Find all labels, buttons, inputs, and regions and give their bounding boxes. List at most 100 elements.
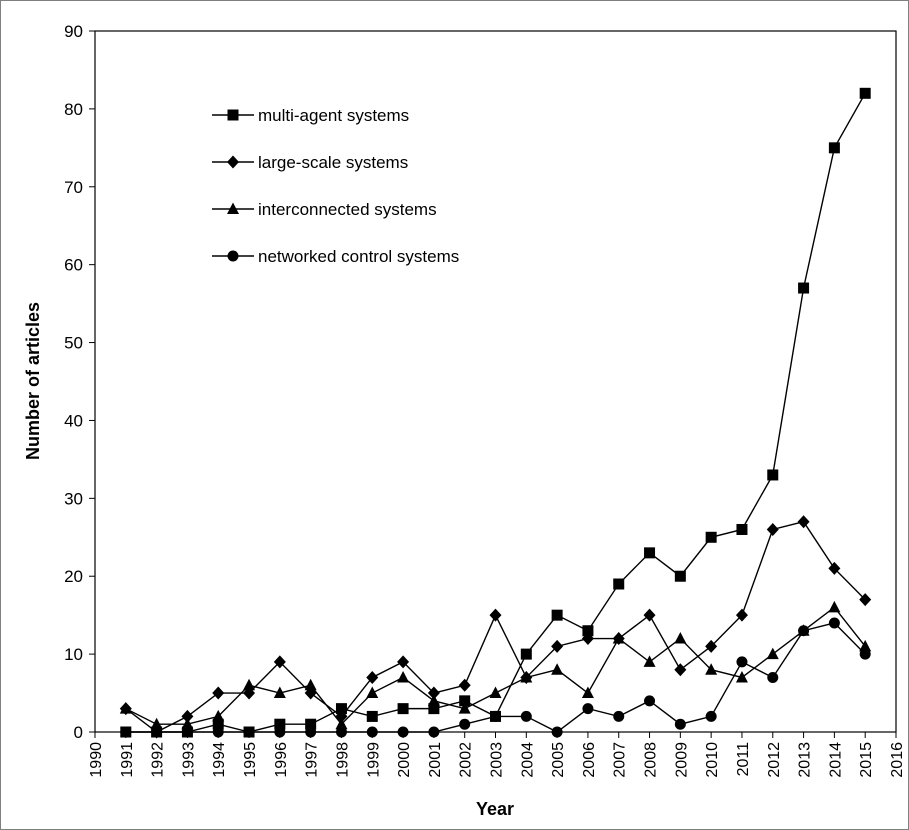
x-tick-label: 2002	[458, 742, 475, 778]
data-point-networked-control-systems	[366, 726, 378, 738]
data-point-interconnected-systems	[273, 686, 286, 699]
data-point-networked-control-systems	[674, 718, 686, 730]
legend-label: networked control systems	[258, 247, 459, 266]
data-point-multi-agent-systems	[798, 282, 810, 294]
data-point-multi-agent-systems	[335, 703, 347, 715]
data-point-large-scale-systems	[489, 608, 502, 622]
x-tick-label: 2000	[396, 742, 413, 778]
data-point-networked-control-systems	[305, 726, 317, 738]
data-point-networked-control-systems	[613, 710, 625, 722]
data-point-multi-agent-systems	[828, 142, 840, 154]
data-point-interconnected-systems	[458, 702, 471, 714]
x-tick-label: 2007	[612, 742, 629, 778]
x-tick-label: 2013	[797, 742, 814, 778]
data-point-multi-agent-systems	[397, 703, 409, 715]
data-point-networked-control-systems	[335, 726, 347, 738]
data-point-interconnected-systems	[643, 655, 656, 667]
data-point-networked-control-systems	[274, 726, 286, 738]
data-point-multi-agent-systems	[551, 609, 563, 621]
data-point-interconnected-systems	[674, 632, 687, 644]
data-point-networked-control-systems	[490, 710, 501, 722]
data-point-networked-control-systems	[212, 726, 224, 738]
y-tick-label: 70	[64, 178, 83, 197]
legend-item-networked-control-systems: networked control systems	[212, 247, 459, 266]
data-point-large-scale-systems	[581, 632, 594, 646]
data-point-interconnected-systems	[335, 717, 348, 730]
data-point-networked-control-systems	[520, 710, 532, 722]
data-point-interconnected-systems	[705, 663, 718, 675]
data-point-large-scale-systems	[212, 686, 225, 700]
data-point-multi-agent-systems	[366, 710, 378, 722]
data-point-large-scale-systems	[551, 639, 564, 653]
y-tick-label: 0	[74, 723, 83, 742]
y-axis-title: Number of articles	[23, 302, 43, 460]
data-point-networked-control-systems	[243, 726, 255, 738]
data-point-networked-control-systems	[582, 703, 594, 715]
data-point-networked-control-systems	[459, 718, 471, 730]
x-tick-label: 1998	[334, 742, 351, 778]
data-point-large-scale-systems	[458, 678, 471, 692]
data-point-interconnected-systems	[612, 632, 625, 644]
legend-marker-interconnected-systems	[227, 202, 239, 214]
x-tick-label: 1994	[211, 742, 228, 778]
x-tick-label: 2015	[858, 742, 875, 778]
data-point-multi-agent-systems	[520, 648, 532, 660]
data-point-large-scale-systems	[397, 655, 410, 669]
data-point-large-scale-systems	[181, 709, 194, 723]
data-point-interconnected-systems	[397, 670, 410, 683]
legend-item-interconnected-systems: interconnected systems	[212, 200, 437, 219]
data-point-large-scale-systems	[828, 561, 841, 575]
data-point-multi-agent-systems	[767, 469, 779, 481]
data-point-interconnected-systems	[119, 702, 132, 714]
legend-item-large-scale-systems: large-scale systems	[212, 153, 408, 172]
data-point-large-scale-systems	[273, 655, 286, 669]
data-point-networked-control-systems	[736, 656, 748, 668]
y-tick-label: 30	[64, 489, 83, 508]
data-point-multi-agent-systems	[305, 718, 317, 730]
data-point-networked-control-systems	[151, 726, 163, 738]
data-point-interconnected-systems	[489, 686, 502, 699]
data-point-interconnected-systems	[304, 678, 317, 691]
data-point-interconnected-systems	[766, 647, 779, 660]
x-tick-label: 2005	[550, 742, 567, 778]
legend-marker-multi-agent-systems	[227, 109, 239, 121]
x-tick-label: 2016	[889, 742, 906, 778]
x-tick-label: 1993	[180, 742, 197, 778]
data-point-interconnected-systems	[828, 600, 841, 613]
y-axis: 0 10 20 30 40 50 60 70 80 90	[64, 22, 95, 742]
x-tick-label: 1999	[365, 742, 382, 778]
data-point-networked-control-systems	[181, 726, 193, 738]
legend-label: large-scale systems	[258, 153, 408, 172]
x-tick-label: 1997	[304, 742, 321, 778]
data-point-interconnected-systems	[181, 717, 194, 730]
data-point-networked-control-systems	[120, 726, 132, 738]
data-point-networked-control-systems	[551, 726, 563, 738]
data-point-multi-agent-systems	[859, 87, 871, 99]
x-tick-label: 1995	[242, 742, 259, 778]
x-tick-label: 1990	[88, 742, 105, 778]
y-tick-label: 90	[64, 22, 83, 41]
x-tick-label: 2004	[519, 742, 536, 778]
data-point-interconnected-systems	[581, 686, 594, 699]
x-tick-label: 2012	[766, 742, 783, 778]
data-point-networked-control-systems	[798, 625, 810, 637]
data-point-interconnected-systems	[366, 686, 379, 699]
x-tick-label: 1992	[150, 742, 167, 778]
legend-marker-large-scale-systems	[227, 155, 239, 169]
x-tick-label: 2009	[673, 742, 690, 778]
legend-label: interconnected systems	[258, 200, 437, 219]
legend-marker-networked-control-systems	[227, 250, 239, 262]
data-point-networked-control-systems	[828, 617, 840, 629]
data-point-large-scale-systems	[427, 686, 440, 700]
data-point-interconnected-systems	[243, 678, 256, 691]
data-point-networked-control-systems	[859, 648, 871, 660]
data-point-networked-control-systems	[705, 710, 717, 722]
data-point-large-scale-systems	[674, 663, 687, 677]
data-point-large-scale-systems	[643, 608, 656, 622]
data-point-large-scale-systems	[797, 515, 810, 529]
series-layer	[119, 87, 872, 739]
data-point-networked-control-systems	[428, 726, 440, 738]
data-point-interconnected-systems	[427, 694, 440, 706]
data-point-multi-agent-systems	[274, 718, 286, 730]
data-point-multi-agent-systems	[674, 570, 686, 582]
